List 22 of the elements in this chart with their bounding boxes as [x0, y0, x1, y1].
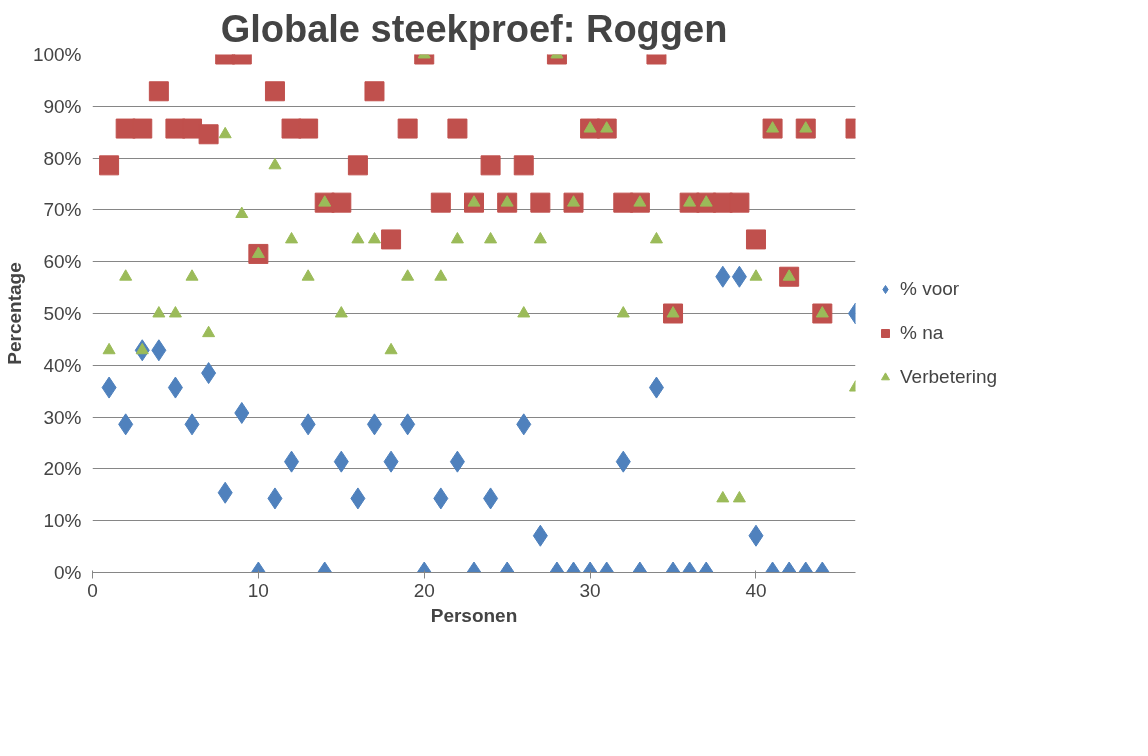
y-tick-label: 10%	[43, 510, 82, 532]
x-axis-title: Personen	[430, 604, 518, 626]
y-tick-label: 80%	[43, 147, 82, 169]
y-tick-label: 40%	[43, 354, 82, 376]
y-tick-label: 70%	[43, 199, 82, 221]
y-tick-label: 90%	[43, 95, 82, 117]
x-tick-label: 40	[745, 579, 767, 601]
x-tick-label: 0	[87, 579, 98, 601]
y-axis-title: Percentage	[3, 262, 25, 365]
y-tick-label: 100%	[32, 44, 82, 65]
y-tick-label: 0%	[54, 562, 82, 583]
x-tick-label: 10	[247, 579, 269, 601]
y-tick-label: 60%	[43, 251, 82, 273]
y-tick-label: 20%	[43, 458, 82, 480]
x-tick-label: 20	[413, 579, 435, 601]
chart-title: Globale steekproef: Roggen	[220, 7, 728, 50]
y-tick-label: 50%	[43, 303, 82, 324]
legend-label: % voor	[900, 278, 960, 300]
x-tick-label: 30	[579, 579, 601, 601]
y-tick-label: 30%	[43, 406, 82, 428]
legend-label: Verbetering	[900, 366, 998, 388]
legend-label: % na	[900, 322, 944, 344]
